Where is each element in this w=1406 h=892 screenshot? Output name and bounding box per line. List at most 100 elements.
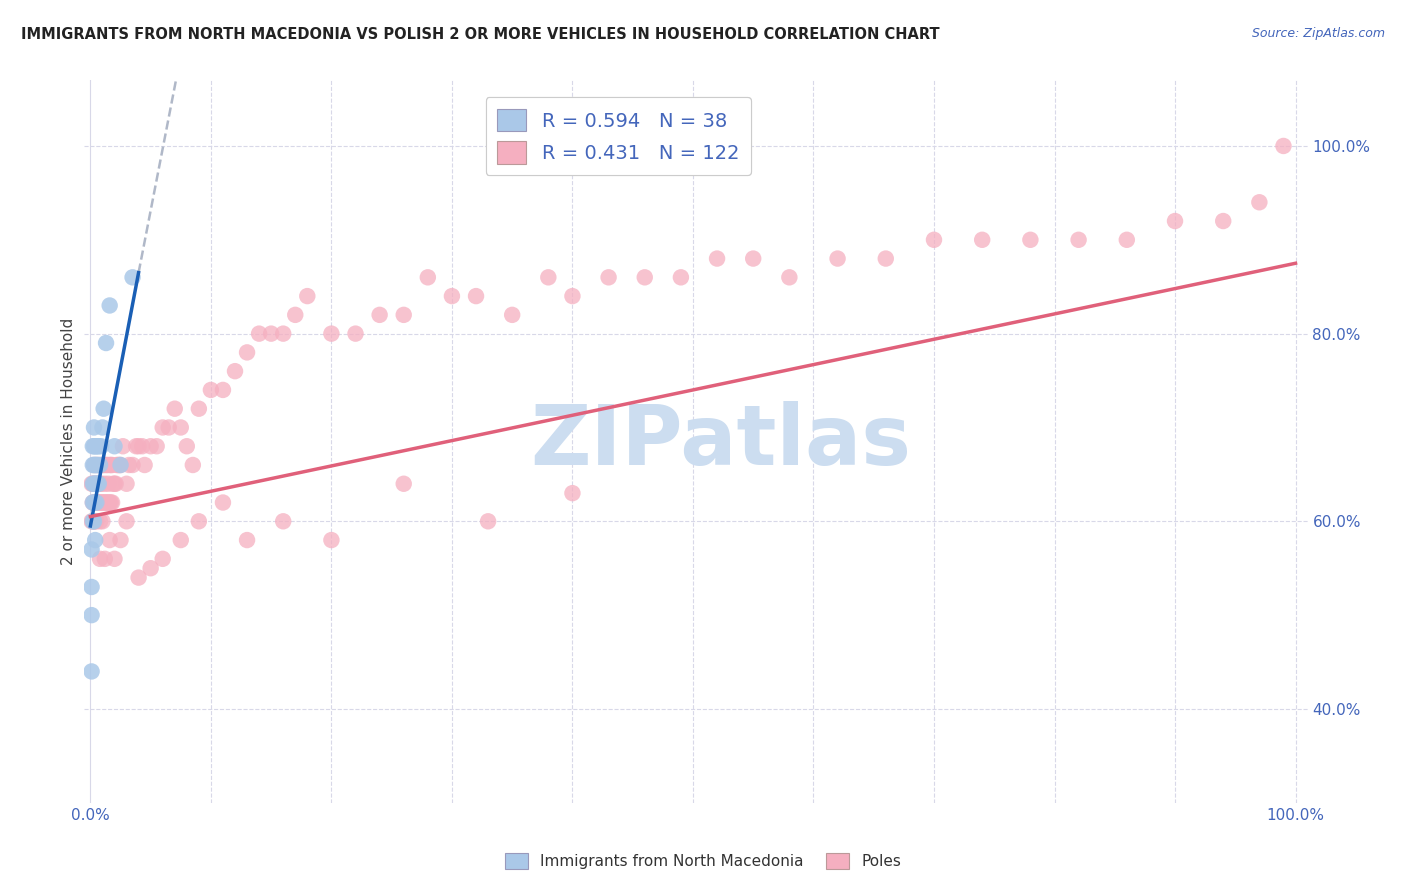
Point <box>86 458 108 472</box>
Point <box>86 439 108 453</box>
Point <box>101 495 124 509</box>
Point <box>827 252 849 266</box>
Point <box>344 326 367 341</box>
Point <box>82 458 104 472</box>
Point <box>121 270 143 285</box>
Text: IMMIGRANTS FROM NORTH MACEDONIA VS POLISH 2 OR MORE VEHICLES IN HOUSEHOLD CORREL: IMMIGRANTS FROM NORTH MACEDONIA VS POLIS… <box>21 27 939 42</box>
Point <box>98 533 121 547</box>
Text: ZIPatlas: ZIPatlas <box>530 401 911 482</box>
Point <box>212 383 235 397</box>
Point <box>98 298 121 312</box>
Point <box>86 476 108 491</box>
Point <box>103 439 125 453</box>
Point <box>125 439 148 453</box>
Point <box>368 308 391 322</box>
Point <box>86 458 108 472</box>
Point <box>83 495 105 509</box>
Point <box>83 476 105 491</box>
Point <box>90 495 112 509</box>
Point <box>82 514 104 528</box>
Point <box>89 551 111 566</box>
Point <box>97 495 120 509</box>
Point <box>110 533 132 547</box>
Point <box>94 495 117 509</box>
Point <box>80 542 103 557</box>
Point <box>561 289 583 303</box>
Point <box>96 495 118 509</box>
Point <box>87 476 110 491</box>
Point <box>80 514 103 528</box>
Point <box>89 514 111 528</box>
Point <box>271 326 294 341</box>
Point <box>98 458 121 472</box>
Point <box>170 533 193 547</box>
Point <box>91 458 114 472</box>
Point <box>84 514 107 528</box>
Point <box>200 383 222 397</box>
Point <box>152 420 174 434</box>
Point <box>86 495 108 509</box>
Point <box>1164 214 1187 228</box>
Point <box>103 476 125 491</box>
Point <box>87 495 110 509</box>
Point <box>224 364 246 378</box>
Point <box>416 270 439 285</box>
Point <box>118 458 141 472</box>
Point <box>170 420 193 434</box>
Point <box>83 439 105 453</box>
Point <box>82 476 104 491</box>
Point <box>111 439 134 453</box>
Point <box>86 458 108 472</box>
Point <box>89 458 111 472</box>
Point <box>84 439 107 453</box>
Legend: Immigrants from North Macedonia, Poles: Immigrants from North Macedonia, Poles <box>499 847 907 875</box>
Point <box>145 439 167 453</box>
Point <box>83 476 105 491</box>
Point <box>87 458 110 472</box>
Point <box>86 514 108 528</box>
Point <box>91 495 114 509</box>
Point <box>477 514 499 528</box>
Point <box>1212 214 1234 228</box>
Point <box>247 326 270 341</box>
Point <box>82 439 104 453</box>
Point <box>93 401 115 416</box>
Point <box>139 439 162 453</box>
Point <box>86 439 108 453</box>
Point <box>875 252 897 266</box>
Point <box>84 495 107 509</box>
Point <box>80 608 103 623</box>
Point <box>163 401 186 416</box>
Point <box>115 514 138 528</box>
Point <box>80 580 103 594</box>
Point <box>236 533 259 547</box>
Point <box>94 551 117 566</box>
Point <box>104 476 127 491</box>
Point <box>1249 195 1271 210</box>
Point <box>89 495 111 509</box>
Point <box>91 420 114 434</box>
Point <box>669 270 692 285</box>
Point <box>105 458 128 472</box>
Point <box>83 458 105 472</box>
Point <box>94 336 117 351</box>
Point <box>97 476 120 491</box>
Point <box>80 665 103 679</box>
Point <box>778 270 800 285</box>
Point <box>101 458 124 472</box>
Text: Source: ZipAtlas.com: Source: ZipAtlas.com <box>1251 27 1385 40</box>
Point <box>157 420 180 434</box>
Point <box>84 495 107 509</box>
Point <box>86 495 108 509</box>
Point <box>742 252 765 266</box>
Point <box>103 476 125 491</box>
Point <box>86 495 108 509</box>
Point <box>392 308 415 322</box>
Point <box>84 458 107 472</box>
Point <box>84 476 107 491</box>
Point <box>128 571 150 585</box>
Point <box>83 514 105 528</box>
Point <box>1019 233 1042 247</box>
Point <box>465 289 488 303</box>
Y-axis label: 2 or more Vehicles in Household: 2 or more Vehicles in Household <box>60 318 76 566</box>
